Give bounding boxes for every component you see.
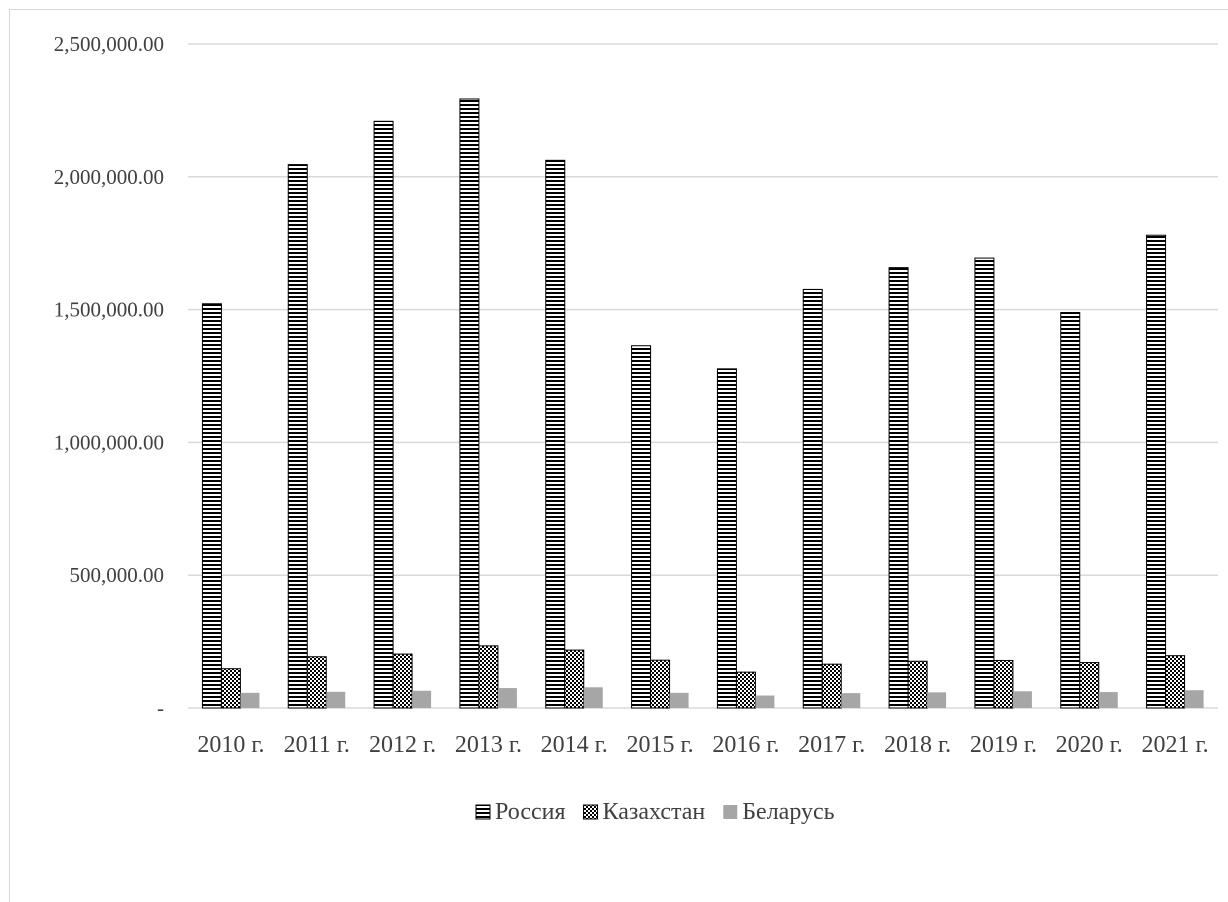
x-tick-label: 2013 г. — [455, 732, 522, 758]
x-tick-label: 2012 г. — [369, 732, 436, 758]
legend-swatch — [723, 805, 738, 819]
bar-Беларусь-2014 г. — [583, 687, 603, 708]
bar-Казахстан-2010 г. — [220, 668, 241, 709]
bar-Казахстан-2017 г. — [821, 663, 842, 709]
bar-Россия-2010 г. — [201, 303, 222, 709]
legend-label: Казахстан — [603, 799, 706, 825]
x-tick-label: 2015 г. — [627, 732, 694, 758]
y-tick-label: 2,000,000.00 — [54, 165, 164, 189]
bar-Беларусь-2019 г. — [1012, 691, 1032, 708]
bar-Беларусь-2021 г. — [1184, 690, 1204, 708]
bar-Россия-2021 г. — [1146, 234, 1167, 709]
bar-Казахстан-2015 г. — [650, 659, 671, 709]
bar-Казахстан-2018 г. — [907, 660, 928, 709]
bar-Казахстан-2013 г. — [478, 645, 499, 709]
x-tick-label: 2010 г. — [197, 732, 264, 758]
bar-Казахстан-2021 г. — [1165, 655, 1186, 709]
bar-Беларусь-2010 г. — [240, 692, 260, 708]
x-tick-label: 2016 г. — [712, 732, 779, 758]
bar-Казахстан-2012 г. — [392, 653, 413, 709]
bar-Казахстан-2020 г. — [1079, 662, 1100, 709]
legend: Россия Казахстан Беларусь — [475, 799, 835, 825]
bar-Россия-2020 г. — [1060, 312, 1081, 709]
bar-Беларусь-2020 г. — [1098, 692, 1118, 708]
bar-Беларусь-2013 г. — [497, 688, 517, 708]
x-tick-label: 2021 г. — [1142, 732, 1209, 758]
bar-Россия-2018 г. — [888, 267, 909, 709]
bar-Россия-2017 г. — [802, 288, 823, 709]
bars — [201, 98, 1204, 709]
bar-Беларусь-2012 г. — [412, 690, 432, 708]
bar-Беларусь-2018 г. — [927, 692, 947, 708]
bar-Казахстан-2014 г. — [564, 649, 585, 709]
y-tick-label: 2,500,000.00 — [54, 32, 164, 56]
bar-Россия-2015 г. — [631, 345, 652, 709]
y-tick-label: 500,000.00 — [70, 563, 165, 587]
x-tick-label: 2017 г. — [798, 732, 865, 758]
bar-Россия-2019 г. — [974, 257, 995, 709]
x-tick-label: 2019 г. — [970, 732, 1037, 758]
bar-Россия-2013 г. — [459, 98, 480, 709]
bar-Россия-2012 г. — [373, 120, 394, 709]
x-tick-label: 2011 г. — [284, 732, 350, 758]
x-tick-label: 2018 г. — [884, 732, 951, 758]
gridlines — [188, 43, 1218, 709]
bar-Казахстан-2011 г. — [306, 656, 327, 709]
bar-Россия-2011 г. — [287, 164, 308, 709]
bar-Казахстан-2016 г. — [735, 671, 756, 709]
y-tick-label: 1,500,000.00 — [54, 298, 164, 322]
x-tick-label: 2020 г. — [1056, 732, 1123, 758]
legend-swatch — [583, 804, 599, 820]
y-tick-label: - — [157, 696, 164, 720]
bar-Беларусь-2011 г. — [326, 691, 346, 708]
legend-swatch — [475, 804, 491, 820]
bar-Беларусь-2016 г. — [755, 695, 775, 708]
x-axis-ticks: 2010 г. 2011 г. 2012 г. 2013 г. 2014 г. 2015 … — [197, 732, 1208, 758]
legend-label: Беларусь — [742, 799, 834, 825]
x-tick-label: 2014 г. — [541, 732, 608, 758]
y-tick-label: 1,000,000.00 — [54, 430, 164, 454]
bar-Россия-2016 г. — [716, 368, 737, 709]
legend-label: Россия — [495, 799, 566, 825]
bar-Казахстан-2019 г. — [993, 659, 1014, 709]
bar-Беларусь-2017 г. — [841, 693, 861, 708]
bar-Россия-2014 г. — [545, 159, 566, 709]
y-axis-ticks: - 500,000.00 1,000,000.00 1,500,000.00 2,000… — [54, 32, 164, 720]
bar-Беларусь-2015 г. — [669, 692, 689, 708]
